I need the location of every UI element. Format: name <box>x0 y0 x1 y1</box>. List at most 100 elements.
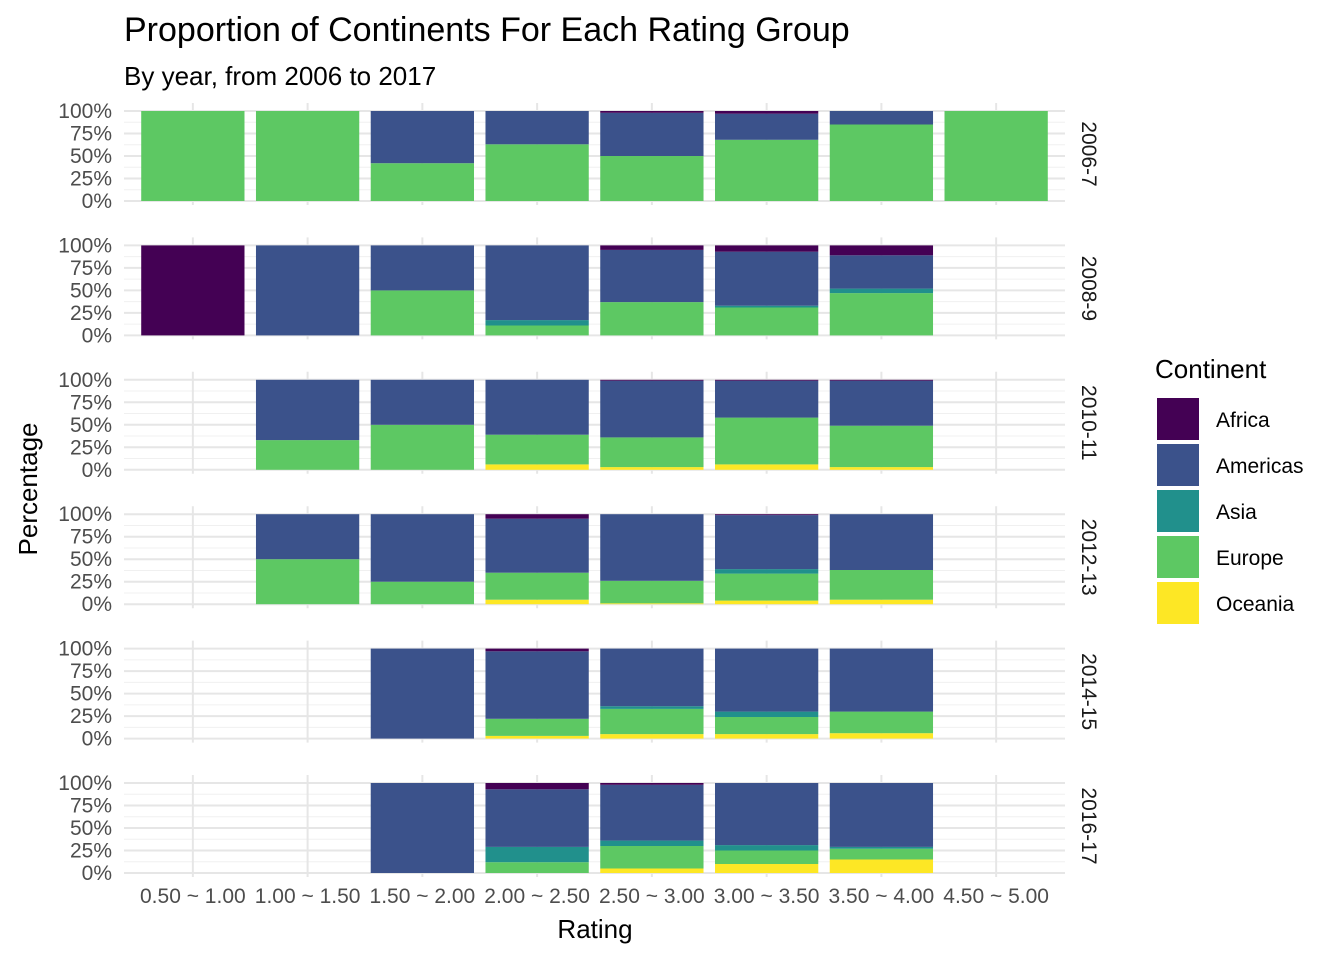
bar-segment-europe <box>600 708 704 735</box>
y-tick-label: 25% <box>70 168 112 191</box>
x-axis: 0.50 ~ 1.00 1.00 ~ 1.50 1.50 ~ 2.00 2.00 ~ … <box>140 885 1049 908</box>
facet-strip-label: 2016-17 <box>1077 787 1100 864</box>
bar-segment-europe <box>714 850 819 864</box>
bar-segment-africa <box>600 783 704 785</box>
bar-segment-asia <box>714 569 819 574</box>
bar-segment-americas <box>485 379 589 435</box>
y-tick-label: 25% <box>70 302 112 325</box>
facet-strip-label: 2006-7 <box>1077 121 1100 186</box>
bar-segment-americas <box>370 245 475 291</box>
bar-segment-americas <box>829 514 934 570</box>
bar-segment-oceania <box>600 467 704 470</box>
x-tick-label: 3.00 ~ 3.50 <box>714 885 820 908</box>
x-tick-label: 1.00 ~ 1.50 <box>255 885 361 908</box>
bar-segment-asia <box>485 846 589 863</box>
y-tick-label: 100% <box>58 772 112 795</box>
bar-segment-africa <box>600 245 704 250</box>
bar-segment-europe <box>485 325 589 336</box>
y-tick-label: 100% <box>58 638 112 661</box>
bar-segment-africa <box>829 245 934 256</box>
y-tick-label: 50% <box>70 145 112 168</box>
bar-segment-africa <box>829 379 934 381</box>
bar-segment-americas <box>600 784 704 841</box>
bar-segment-americas <box>714 251 819 306</box>
legend-title: Continent <box>1155 354 1267 384</box>
bar-segment-europe <box>255 440 360 470</box>
facet-panel: 0%25%50%75%100% 2016-17 <box>58 772 1100 885</box>
bar-segment-europe <box>829 293 934 336</box>
bar-segment-americas <box>829 255 934 289</box>
facet-panel: 0%25%50%75%100% 2012-13 <box>58 503 1100 616</box>
y-tick-label: 50% <box>70 683 112 706</box>
bar-segment-europe <box>485 718 589 736</box>
bar-segment-oceania <box>485 464 589 470</box>
bar-segment-americas <box>714 648 819 712</box>
bar-segment-africa <box>714 514 819 516</box>
bar-segment-europe <box>829 570 934 600</box>
bar-segment-africa <box>714 245 819 252</box>
x-axis-title: Rating <box>557 914 632 944</box>
y-tick-label: 0% <box>82 593 112 616</box>
chart-title: Proportion of Continents For Each Rating… <box>124 11 850 49</box>
bar-segment-europe <box>829 848 934 860</box>
legend-key-europe <box>1157 536 1199 578</box>
bar-segment-europe <box>714 573 819 601</box>
y-tick-label: 25% <box>70 571 112 594</box>
bar-segment-europe <box>370 163 475 201</box>
bar-segment-oceania <box>600 868 704 873</box>
bar-segment-asia <box>600 706 704 709</box>
bar-segment-oceania <box>829 733 934 739</box>
legend-label: Oceania <box>1216 593 1295 616</box>
bar-segment-africa <box>485 783 589 790</box>
facet-strip-label: 2012-13 <box>1077 519 1100 596</box>
y-tick-label: 50% <box>70 414 112 437</box>
facet-panel: 0%25%50%75%100% 2008-9 <box>58 234 1100 347</box>
y-tick-label: 75% <box>70 257 112 280</box>
bar-segment-europe <box>600 156 704 201</box>
bar-segment-americas <box>600 648 704 707</box>
y-tick-label: 25% <box>70 840 112 863</box>
y-tick-label: 50% <box>70 817 112 840</box>
y-tick-label: 0% <box>82 459 112 482</box>
bar-segment-asia <box>714 305 819 308</box>
x-tick-label: 3.50 ~ 4.00 <box>829 885 935 908</box>
bar-segment-americas <box>829 380 934 426</box>
bar-segment-asia <box>714 845 819 851</box>
bar-segment-europe <box>255 111 360 201</box>
bar-segment-africa <box>600 379 704 381</box>
y-tick-label: 75% <box>70 795 112 818</box>
y-tick-label: 75% <box>70 526 112 549</box>
bar-segment-europe <box>944 111 1048 201</box>
bar-segment-americas <box>370 379 475 425</box>
bar-segment-africa <box>714 111 819 114</box>
bar-segment-europe <box>829 124 934 201</box>
bar-segment-oceania <box>829 599 934 605</box>
legend-label: Europe <box>1216 547 1284 570</box>
bar-segment-africa <box>485 648 589 652</box>
y-tick-label: 50% <box>70 548 112 571</box>
x-tick-label: 2.00 ~ 2.50 <box>484 885 590 908</box>
y-tick-label: 100% <box>58 100 112 123</box>
bar-segment-europe <box>714 717 819 735</box>
bar-segment-americas <box>829 783 934 847</box>
bar-segment-europe <box>714 139 819 201</box>
bar-segment-europe <box>714 417 819 465</box>
y-tick-label: 0% <box>82 190 112 213</box>
bar-segment-americas <box>714 113 819 140</box>
y-tick-label: 25% <box>70 436 112 459</box>
legend-label: Africa <box>1216 409 1270 432</box>
bar-segment-oceania <box>600 603 704 605</box>
facet-panel: 0%25%50%75%100% 2006-7 <box>58 100 1100 213</box>
y-tick-label: 0% <box>82 862 112 885</box>
bar-segment-americas <box>485 789 589 847</box>
legend-label: Americas <box>1216 455 1304 478</box>
bar-segment-americas <box>485 518 589 573</box>
bar-segment-americas <box>485 651 589 719</box>
bar-segment-americas <box>714 515 819 570</box>
bar-segment-americas <box>370 111 475 164</box>
bar-segment-oceania <box>485 599 589 605</box>
y-tick-label: 0% <box>82 728 112 751</box>
bar-segment-asia <box>485 320 589 326</box>
bar-segment-europe <box>141 111 245 201</box>
legend-key-africa <box>1157 398 1199 440</box>
